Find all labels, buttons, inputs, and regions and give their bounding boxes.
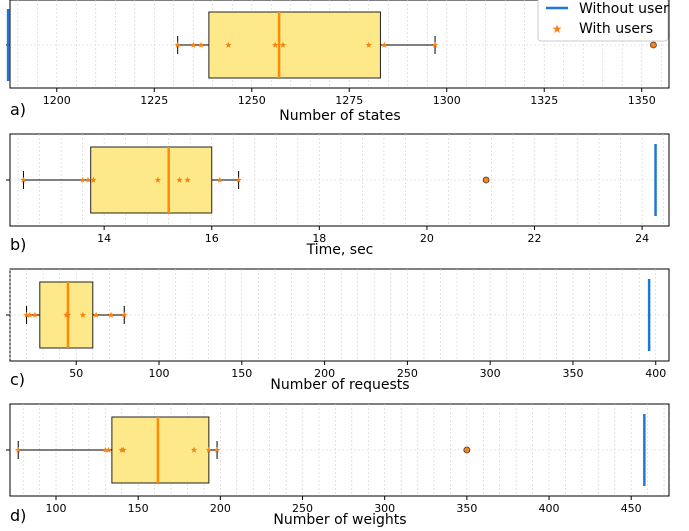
panel-b-user-point xyxy=(176,176,183,183)
panel-c-tick-label: 50 xyxy=(69,367,83,380)
legend-star-icon: ★ xyxy=(552,22,563,36)
panel-b-user-point xyxy=(84,176,92,183)
panel-a-user-point xyxy=(272,41,279,48)
panel-b-user-point xyxy=(184,176,191,183)
panel-a-tick-label: 1300 xyxy=(433,94,461,107)
panel-a-user-point xyxy=(431,41,439,48)
panel-c-points xyxy=(23,311,128,318)
panel-d-tick-label: 300 xyxy=(374,502,395,515)
panel-c-tick-label: 350 xyxy=(562,367,583,380)
panel-a-user-point xyxy=(381,41,388,48)
panel-b-user-point xyxy=(216,176,223,183)
panel-d-tick-label: 400 xyxy=(539,502,560,515)
panel-a-user-point xyxy=(225,41,232,48)
panel-b-user-point xyxy=(235,176,242,183)
panel-b-tick-label: 22 xyxy=(528,232,542,245)
panel-d-user-point xyxy=(463,446,470,453)
panel-c-user-point xyxy=(31,311,38,318)
panel-a-xlabel: Number of states xyxy=(279,108,400,124)
panel-a-tick-label: 1250 xyxy=(238,94,266,107)
panel-c-tick-label: 150 xyxy=(231,367,252,380)
panel-d-user-point xyxy=(102,446,109,453)
panel-b-user-point xyxy=(154,176,161,183)
panel-a-tick-label: 1275 xyxy=(335,94,363,107)
panel-b-tick-label: 14 xyxy=(97,232,111,245)
panel-b-user-point xyxy=(90,176,97,183)
panel-b: 14 16 18 20 22 24 b) Time, sec xyxy=(6,133,670,258)
panel-d-user-point xyxy=(205,446,212,453)
panel-c-user-point xyxy=(79,311,86,318)
panel-a-tick-label: 1225 xyxy=(140,94,168,107)
panel-b-label: b) xyxy=(10,235,26,254)
legend-frame xyxy=(537,0,669,42)
panel-b-xlabel: Time, sec xyxy=(306,242,374,258)
panel-d-tick-label: 450 xyxy=(621,502,642,515)
panel-a-frame xyxy=(9,0,670,89)
panel-d-xlabel: Number of weights xyxy=(273,512,406,528)
legend-without-user: Without user xyxy=(579,1,669,17)
panel-d-user-point xyxy=(120,446,127,453)
panel-a-user-point xyxy=(650,41,657,48)
panel-c-user-point xyxy=(93,311,100,318)
panel-a-label: a) xyxy=(10,100,26,119)
panel-a-user-point xyxy=(279,41,286,48)
legend-with-users: With users xyxy=(579,21,653,37)
panel-a-user-point xyxy=(365,41,372,48)
panel-d-user-point xyxy=(15,446,22,453)
panel-b-tick-label: 16 xyxy=(205,232,219,245)
panel-d-user-point xyxy=(191,446,198,453)
panel-b-tick-label: 18 xyxy=(312,232,326,245)
panel-a-tick-label: 1350 xyxy=(628,94,656,107)
panel-c-user-point xyxy=(107,311,115,318)
legend: Without user ★ With users xyxy=(537,0,669,42)
panel-a-user-point xyxy=(198,41,205,48)
panel-a-tick-label: 1325 xyxy=(530,94,558,107)
panel-c-label: c) xyxy=(10,370,25,389)
panel-b-ticks: 14 16 18 20 22 24 xyxy=(6,179,649,245)
panel-c-user-point xyxy=(121,311,128,318)
panel-b-points xyxy=(20,176,490,183)
panel-c-user-point xyxy=(26,311,33,318)
panel-a-box xyxy=(6,9,657,81)
panel-d-user-point xyxy=(214,446,221,453)
panel-b-box-rect xyxy=(90,146,213,214)
panel-a-ticks: 1200 1225 1250 1275 1300 1325 1350 xyxy=(6,44,656,107)
panel-d-tick-label: 150 xyxy=(128,502,149,515)
panel-a-points xyxy=(174,41,657,48)
panel-c-xlabel: Number of requests xyxy=(270,377,409,393)
panel-d-tick-label: 100 xyxy=(46,502,67,515)
panel-b-tick-label: 20 xyxy=(420,232,434,245)
panel-b-box xyxy=(22,144,657,216)
panel-a: 1200 1225 1250 1275 1300 1325 1350 a) Number o… xyxy=(6,0,670,124)
panel-b-tick-label: 24 xyxy=(635,232,649,245)
panel-d-points xyxy=(15,446,470,453)
panel-d-tick-label: 350 xyxy=(456,502,477,515)
panel-c-tick-label: 250 xyxy=(397,367,418,380)
panel-c-tick-label: 300 xyxy=(480,367,501,380)
panel-d-label: d) xyxy=(10,506,26,525)
panel-c-tick-label: 100 xyxy=(149,367,170,380)
panel-a-user-point xyxy=(174,41,181,48)
panel-b-user-point xyxy=(20,176,27,183)
panel-c-user-point xyxy=(23,311,30,318)
panel-a-tick-label: 1200 xyxy=(43,94,71,107)
panel-d-tick-label: 250 xyxy=(292,502,313,515)
panel-b-user-point xyxy=(79,176,86,183)
panel-d-ticks: 100 150 200 250 300 350 400 450 xyxy=(6,449,642,515)
panel-a-box-rect xyxy=(208,11,381,79)
panel-a-user-point xyxy=(190,41,197,48)
panel-c-user-point xyxy=(64,311,71,318)
panel-d: 100 150 200 250 300 350 400 450 d) Number of we… xyxy=(6,403,670,528)
panel-c-tick-label: 400 xyxy=(645,367,666,380)
panel-c-ticks: 50 100 150 200 250 300 350 400 xyxy=(6,314,666,380)
panel-d-tick-label: 200 xyxy=(210,502,231,515)
panel-c: 50 100 150 200 250 300 350 400 c) Number of req… xyxy=(6,268,670,393)
panel-b-user-point xyxy=(483,176,490,183)
panel-c-tick-label: 200 xyxy=(314,367,335,380)
panel-d-user-point xyxy=(105,446,112,453)
